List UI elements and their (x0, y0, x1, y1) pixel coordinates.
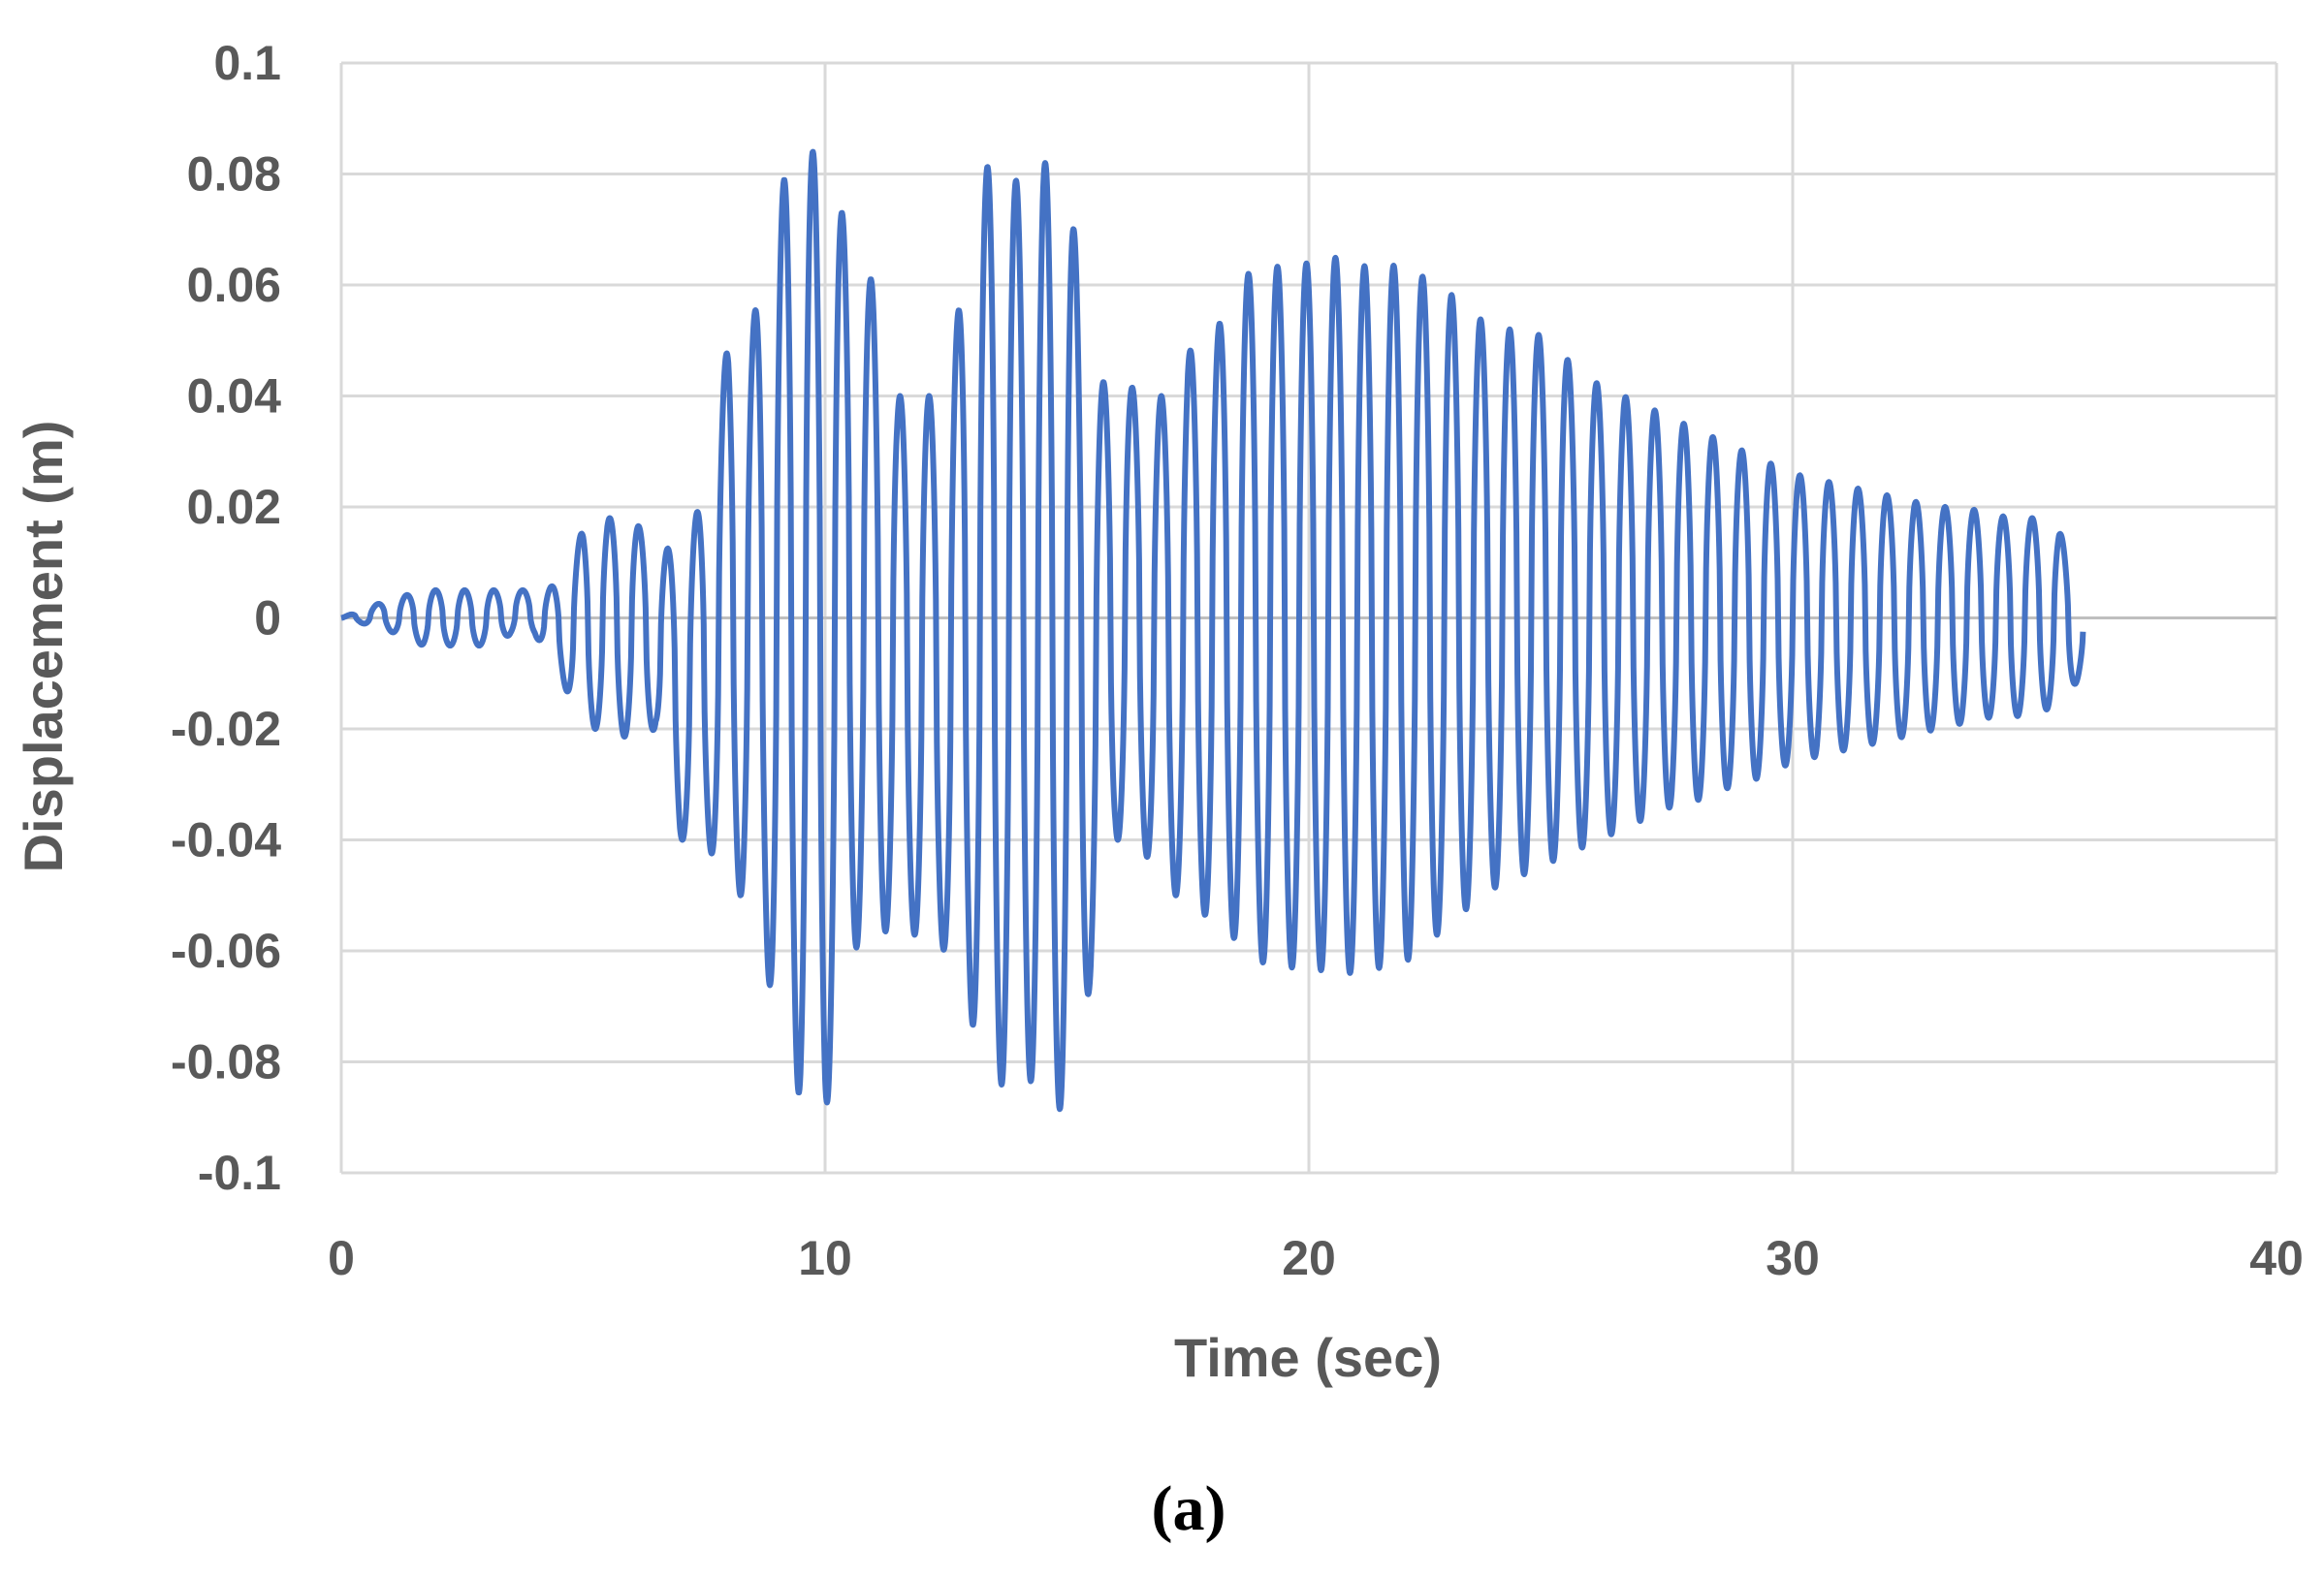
x-tick-label: 20 (1282, 1231, 1336, 1285)
series-layer (338, 148, 2086, 1113)
y-tick-label: 0.04 (187, 369, 282, 424)
y-tick-label: 0.1 (213, 36, 281, 90)
y-tick-label: 0.02 (187, 480, 281, 534)
y-tick-label: 0 (254, 591, 281, 646)
x-tick-labels: 0 10 20 30 40 (328, 1231, 2304, 1285)
y-tick-label: 0.08 (187, 147, 281, 202)
x-tick-label: 30 (1766, 1231, 1820, 1285)
x-axis-label: Time (sec) (1174, 1327, 1442, 1388)
y-tick-label: -0.02 (171, 702, 281, 756)
y-tick-label: -0.1 (198, 1146, 281, 1200)
y-axis-label: Displacement (m) (13, 421, 74, 873)
y-tick-label: -0.08 (171, 1035, 281, 1089)
y-tick-labels: 0.1 0.08 0.06 0.04 0.02 0 -0.02 -0.04 -0.06 -0.08… (171, 36, 281, 1200)
x-tick-label: 0 (328, 1231, 355, 1285)
series-line-0 (338, 148, 2086, 1113)
x-tick-label: 40 (2249, 1231, 2304, 1285)
y-tick-label: -0.06 (171, 924, 281, 978)
x-tick-label: 10 (798, 1231, 852, 1285)
y-tick-label: 0.06 (187, 258, 281, 312)
figure-caption: (a) (1152, 1473, 1226, 1544)
y-tick-label: -0.04 (171, 813, 281, 868)
